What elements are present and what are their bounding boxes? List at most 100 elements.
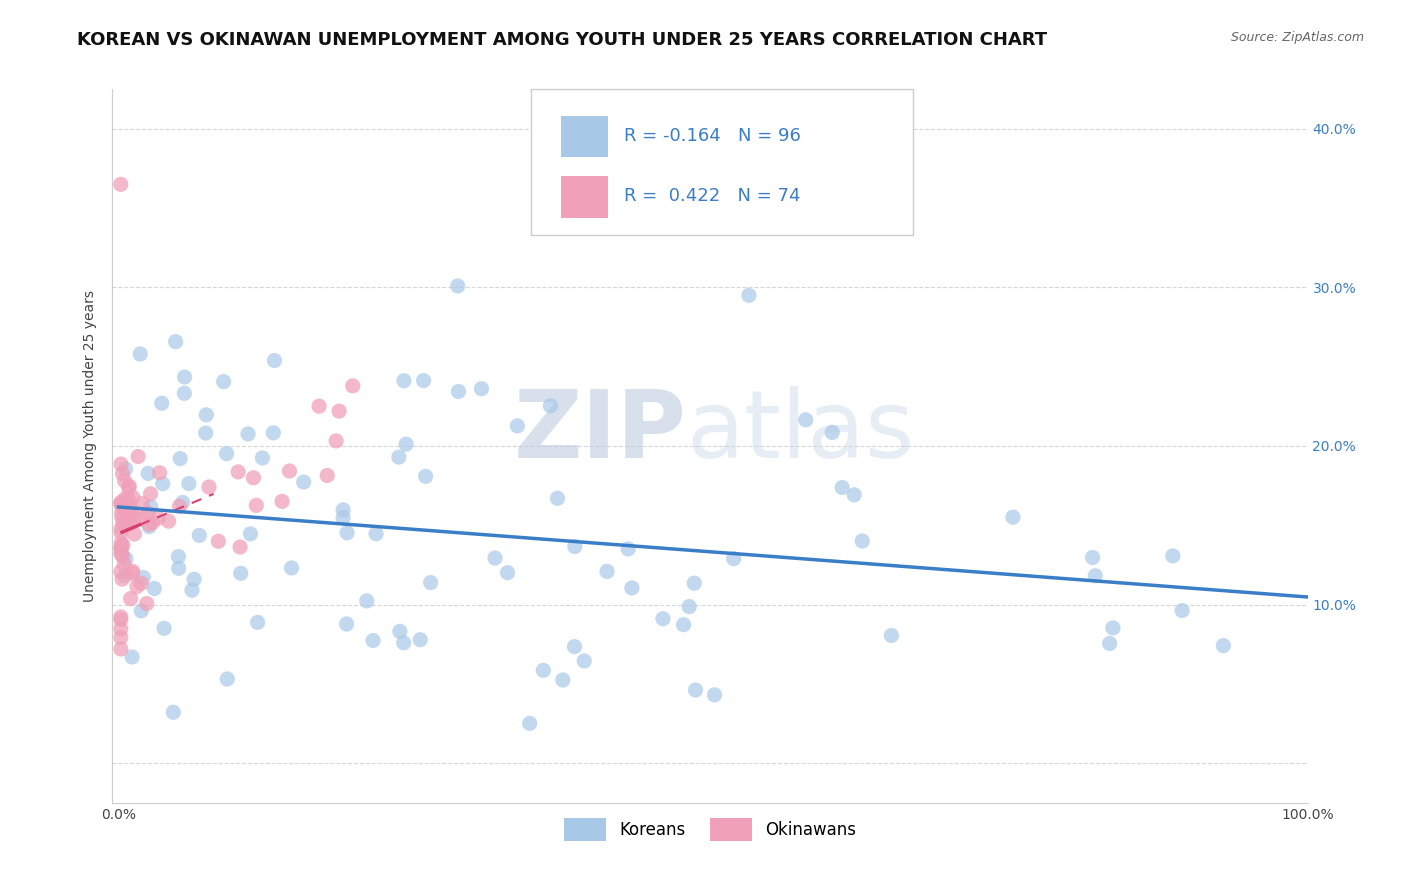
Point: [484, 551, 506, 566]
Point: [617, 541, 640, 556]
Text: atlas: atlas: [686, 385, 914, 478]
Point: [364, 526, 387, 541]
Point: [342, 379, 364, 393]
Point: [124, 511, 146, 525]
Point: [194, 425, 217, 440]
Point: [117, 507, 139, 521]
Point: [125, 579, 148, 593]
Point: [110, 497, 132, 511]
Point: [328, 404, 350, 418]
Point: [146, 511, 169, 525]
Point: [111, 517, 134, 532]
Point: [252, 450, 274, 465]
Point: [564, 540, 586, 554]
Point: [120, 499, 142, 513]
Point: [129, 347, 152, 361]
Y-axis label: Unemployment Among Youth under 25 years: Unemployment Among Youth under 25 years: [83, 290, 97, 602]
Point: [246, 615, 269, 630]
Point: [111, 572, 134, 586]
Point: [110, 541, 132, 555]
Point: [280, 561, 302, 575]
Point: [121, 565, 143, 579]
Point: [115, 517, 138, 532]
Text: R =  0.422   N = 74: R = 0.422 N = 74: [624, 187, 800, 205]
Point: [1081, 550, 1104, 565]
Point: [181, 583, 204, 598]
Point: [138, 519, 160, 533]
Point: [388, 624, 411, 639]
Point: [177, 476, 200, 491]
Point: [118, 508, 141, 523]
Point: [152, 476, 174, 491]
Point: [121, 490, 143, 504]
Point: [162, 706, 184, 720]
Point: [110, 525, 132, 540]
Point: [395, 437, 418, 451]
Point: [110, 547, 132, 561]
Point: [111, 538, 134, 552]
Point: [129, 604, 152, 618]
Point: [117, 491, 139, 506]
Point: [136, 506, 159, 520]
Point: [131, 496, 153, 510]
Text: Source: ZipAtlas.com: Source: ZipAtlas.com: [1230, 31, 1364, 45]
Point: [447, 384, 470, 399]
Point: [596, 565, 619, 579]
Point: [821, 425, 844, 440]
Point: [110, 522, 132, 536]
Point: [142, 516, 165, 530]
Point: [110, 613, 132, 627]
Point: [672, 617, 695, 632]
Point: [738, 288, 761, 302]
Point: [336, 525, 359, 540]
Text: KOREAN VS OKINAWAN UNEMPLOYMENT AMONG YOUTH UNDER 25 YEARS CORRELATION CHART: KOREAN VS OKINAWAN UNEMPLOYMENT AMONG YO…: [77, 31, 1047, 49]
Point: [519, 716, 541, 731]
Point: [148, 466, 170, 480]
Point: [110, 457, 132, 471]
Point: [651, 612, 673, 626]
Point: [415, 469, 437, 483]
Point: [336, 617, 359, 632]
Point: [496, 566, 519, 580]
Point: [117, 481, 139, 495]
Point: [332, 510, 354, 524]
Point: [121, 504, 143, 518]
Point: [165, 334, 187, 349]
Point: [114, 474, 136, 488]
Point: [506, 418, 529, 433]
Point: [118, 479, 141, 493]
Point: [392, 374, 415, 388]
Point: [678, 599, 700, 614]
Point: [112, 502, 135, 516]
Point: [703, 688, 725, 702]
Point: [150, 396, 173, 410]
Legend: Koreans, Okinawans: Koreans, Okinawans: [557, 811, 863, 848]
Point: [143, 582, 166, 596]
Point: [207, 534, 229, 549]
Point: [271, 494, 294, 508]
Point: [239, 527, 262, 541]
Point: [217, 672, 239, 686]
Point: [547, 491, 569, 506]
Point: [392, 636, 415, 650]
Point: [172, 495, 194, 509]
Point: [325, 434, 347, 448]
FancyBboxPatch shape: [561, 177, 609, 218]
Point: [121, 566, 143, 581]
Point: [136, 467, 159, 481]
Point: [112, 558, 135, 572]
Point: [138, 517, 160, 532]
Point: [574, 654, 596, 668]
Point: [120, 591, 142, 606]
Point: [794, 413, 817, 427]
Point: [245, 499, 267, 513]
Point: [215, 447, 238, 461]
Point: [195, 408, 218, 422]
Point: [723, 551, 745, 566]
Point: [110, 506, 132, 520]
Point: [118, 516, 141, 530]
Point: [169, 500, 191, 514]
Text: ZIP: ZIP: [513, 385, 686, 478]
Point: [139, 487, 162, 501]
Point: [139, 500, 162, 514]
